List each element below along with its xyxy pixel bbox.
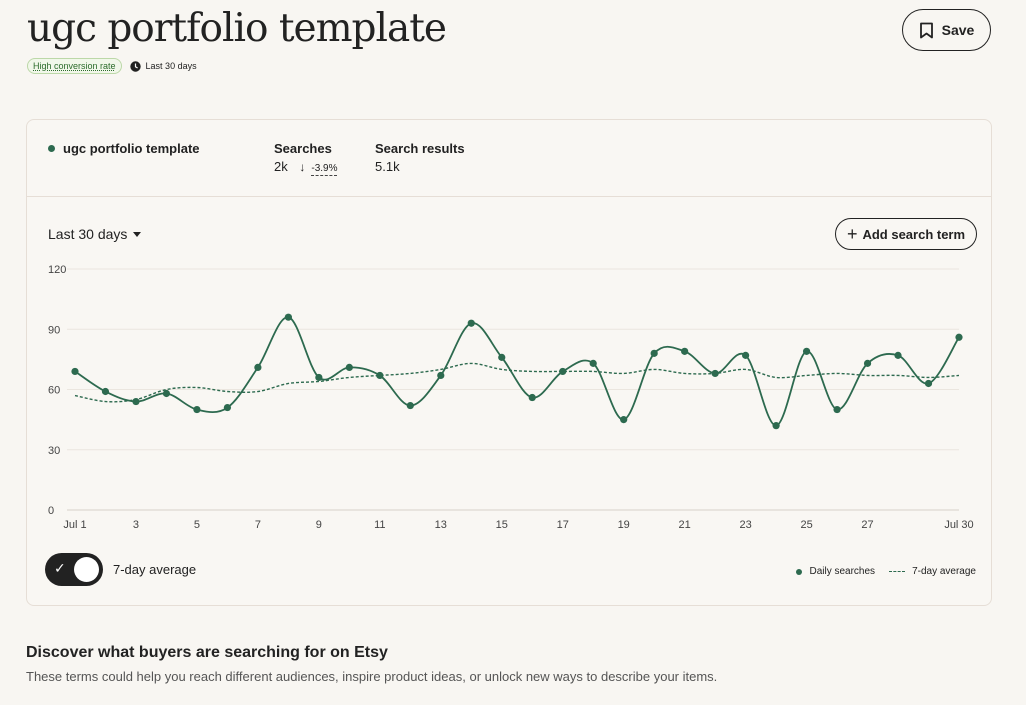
save-label: Save (941, 22, 975, 38)
toggle-knob (74, 557, 99, 582)
meta-row: High conversion rate Last 30 days (27, 58, 197, 74)
data-point (71, 367, 79, 376)
x-tick-label: 17 (557, 519, 569, 530)
check-icon: ✓ (54, 561, 66, 577)
data-point (589, 359, 597, 367)
data-point (863, 359, 872, 367)
legend-dash-icon (889, 571, 906, 572)
add-search-term-button[interactable]: + Add search term (835, 218, 977, 250)
x-tick-label: 27 (861, 519, 873, 530)
y-tick-label: 60 (48, 385, 60, 397)
timeframe-label: Last 30 days (145, 61, 197, 71)
data-point (833, 405, 841, 414)
results-stat: Search results 5.1k (375, 141, 465, 174)
x-tick-label: 13 (435, 519, 447, 530)
data-point (406, 401, 414, 410)
x-tick-label: 3 (133, 519, 139, 530)
search-trend-chart: 0 30 60 90 120 Jul 1 3 5 7 9 11 13 15 17 19 21 23 25 27 Jul… (48, 264, 974, 530)
y-tick-label: 0 (48, 505, 54, 517)
data-point (924, 379, 933, 388)
toggle-label: 7-day average (113, 562, 197, 577)
search-term-label: ugc portfolio template (63, 141, 200, 156)
chart-legend: Daily searches 7-day average (796, 566, 976, 577)
results-label: Search results (375, 141, 465, 156)
legend-daily-label: Daily searches (809, 566, 876, 577)
seven-day-average-toggle[interactable]: ✓ (45, 553, 103, 586)
x-tick-label: 23 (739, 519, 751, 530)
y-tick-label: 90 (48, 324, 60, 336)
legend-daily: Daily searches (796, 566, 875, 577)
data-point (681, 347, 689, 355)
legend-dot-icon (796, 568, 803, 575)
x-tick-label: 11 (374, 519, 385, 530)
x-tick-label: Jul 1 (63, 519, 86, 530)
x-tick-label: 21 (679, 519, 691, 530)
x-tick-label: 5 (194, 519, 200, 530)
x-tick-label: 19 (618, 519, 630, 530)
x-tick-label: 15 (496, 519, 508, 530)
data-point (894, 351, 902, 359)
add-search-term-label: Add search term (862, 226, 966, 242)
data-point (559, 367, 567, 376)
plus-icon: + (846, 224, 858, 244)
data-point (955, 333, 963, 341)
range-dropdown[interactable]: Last 30 days (48, 226, 142, 242)
data-point (101, 387, 110, 396)
save-button[interactable]: Save (902, 9, 991, 51)
caret-down-icon (133, 231, 142, 237)
data-point (284, 313, 292, 321)
arrow-down-icon: ↓ (299, 160, 306, 174)
data-point (620, 416, 628, 424)
y-tick-label: 120 (48, 264, 66, 276)
searches-label: Searches (274, 141, 332, 156)
x-tick-label: 25 (800, 519, 812, 530)
data-point (437, 371, 445, 380)
timeframe: Last 30 days (129, 60, 197, 72)
discover-title: Discover what buyers are searching for o… (26, 644, 388, 661)
data-point (193, 405, 201, 414)
data-point (376, 371, 384, 380)
term-color-dot (48, 145, 55, 152)
data-point (528, 393, 536, 402)
x-tick-label: 9 (316, 519, 322, 530)
series-line-7-day-average (74, 362, 960, 403)
data-point (802, 347, 811, 355)
search-trend-card: ugc portfolio template Searches 2k ↓ -3.9… (26, 119, 992, 606)
data-point (772, 422, 780, 430)
card-header: ugc portfolio template Searches 2k ↓ -3.9… (27, 120, 991, 197)
searches-stat: Searches 2k ↓ -3.9% (274, 141, 338, 176)
data-point (254, 363, 262, 372)
conversion-badge[interactable]: High conversion rate (27, 58, 122, 74)
data-point (650, 349, 658, 357)
results-value: 5.1k (375, 159, 400, 174)
x-tick-label: Jul 30 (944, 519, 973, 530)
data-point (162, 389, 171, 398)
y-tick-label: 30 (48, 445, 60, 457)
discover-description: These terms could help you reach differe… (26, 669, 718, 684)
data-point (132, 397, 140, 406)
data-point (345, 363, 353, 372)
data-point (315, 373, 323, 382)
data-point (711, 369, 719, 378)
legend-average-label: 7-day average (912, 566, 976, 577)
data-point (223, 403, 232, 412)
page-title: ugc portfolio template (27, 6, 447, 51)
data-point (467, 319, 475, 327)
x-tick-label: 7 (255, 519, 261, 530)
legend-average: 7-day average (889, 566, 976, 577)
searches-change[interactable]: -3.9% (311, 163, 338, 176)
data-point (498, 353, 506, 361)
range-dropdown-label: Last 30 days (48, 226, 128, 242)
bookmark-icon (919, 22, 933, 38)
search-term: ugc portfolio template (48, 141, 200, 156)
clock-icon (129, 60, 141, 72)
data-point (742, 351, 750, 359)
searches-value: 2k (274, 159, 288, 174)
